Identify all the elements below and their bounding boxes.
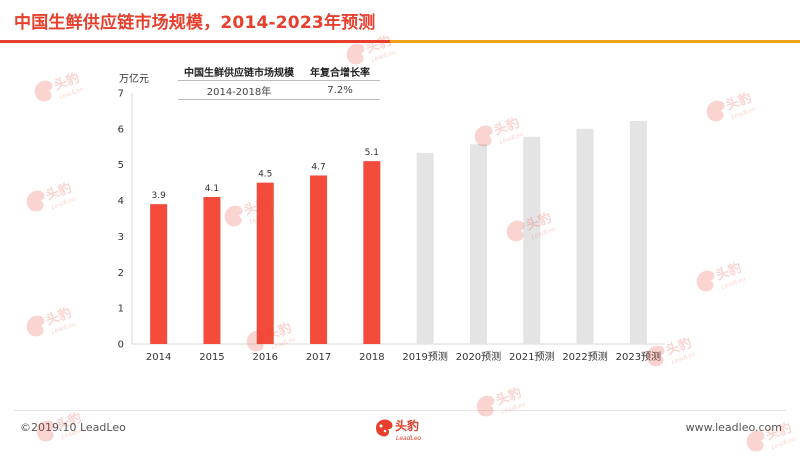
x-tick-label: 2015: [199, 352, 224, 363]
y-tick-label: 6: [118, 124, 124, 135]
table-cell-period: 2014-2018年: [206, 86, 272, 98]
forecast-bar: [576, 128, 594, 344]
bar-value-label: 5.1: [365, 148, 379, 158]
y-tick-label: 7: [118, 89, 124, 100]
title-rule-orange: [390, 40, 800, 43]
y-tick-label: 2: [118, 268, 124, 279]
x-tick-label: 2022预测: [562, 350, 607, 363]
footer-logo-subtext: LeadLeo: [396, 435, 422, 442]
forecast-bar: [416, 152, 434, 344]
page-title: 中国生鲜供应链市场规模，2014-2023年预测: [14, 13, 376, 33]
table-row: 2014-2018年 7.2%: [178, 81, 380, 100]
bar-value-label: 3.9: [151, 191, 166, 201]
footer-logo-text: 头豹: [395, 418, 419, 433]
x-tick-label: 2014: [146, 352, 171, 363]
y-tick-label: 3: [118, 232, 124, 243]
x-tick-label: 2019预测: [402, 350, 447, 363]
x-tick-label: 2021预测: [509, 350, 554, 363]
table-cell-cagr: 7.2%: [327, 84, 353, 96]
y-tick-label: 5: [118, 160, 124, 171]
title-rule-red: [0, 40, 390, 43]
footer-copyright: ©2019.10 LeadLeo: [20, 421, 126, 434]
bar-value-label: 4.7: [311, 162, 325, 172]
bar: [256, 182, 274, 344]
x-tick-label: 2016: [253, 352, 278, 363]
table-header-row: 中国生鲜供应链市场规模 年复合增长率: [178, 62, 380, 81]
forecast-bar: [523, 136, 541, 344]
y-tick-label: 4: [118, 196, 124, 207]
leadleo-logo-icon: 头豹 LeadLeo: [376, 418, 422, 442]
bar: [310, 175, 328, 344]
y-tick-label: 0: [118, 340, 124, 351]
footer-divider: [14, 410, 786, 411]
x-tick-label: 2020预测: [456, 350, 501, 363]
x-tick-label: 2018: [359, 352, 384, 363]
table-header-cagr: 年复合增长率: [310, 67, 370, 79]
bar: [363, 161, 381, 344]
table-header-market-size: 中国生鲜供应链市场规模: [184, 67, 294, 79]
y-tick-label: 1: [118, 304, 124, 315]
cagr-table: 中国生鲜供应链市场规模 年复合增长率 2014-2018年 7.2%: [178, 62, 380, 100]
bar-value-label: 4.1: [205, 184, 219, 194]
bar-chart: 万亿元 0 1 2 3 4 5 6 7 3.9 4.1 4.5 4.7 5.1 2014 2015 201…: [118, 72, 665, 363]
footer-website-link[interactable]: www.leadleo.com: [685, 421, 782, 434]
bar: [150, 204, 168, 344]
x-tick-label: 2023预测: [616, 350, 661, 363]
y-axis-unit-label: 万亿元: [119, 72, 149, 85]
bar-value-label: 4.5: [258, 170, 272, 180]
forecast-bar: [629, 120, 647, 345]
forecast-bar: [469, 144, 487, 344]
x-tick-label: 2017: [306, 352, 331, 363]
bar: [203, 196, 221, 344]
